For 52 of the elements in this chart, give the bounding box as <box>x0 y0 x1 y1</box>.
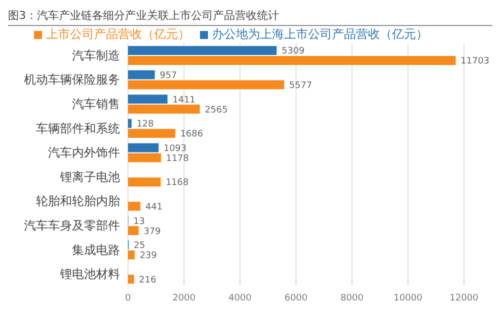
y-tick-label: 车辆部件和系统 <box>36 121 120 136</box>
bar <box>128 128 176 138</box>
data-label: 1178 <box>166 154 190 164</box>
bar <box>128 70 155 80</box>
bar <box>128 178 161 186</box>
data-label: 13 <box>133 216 145 227</box>
data-label: 25 <box>134 241 146 252</box>
bar <box>128 153 161 162</box>
y-tick-label: 汽车制造 <box>72 48 120 62</box>
bar <box>128 46 277 55</box>
y-tick-label: 汽车车身及零部件 <box>24 218 120 233</box>
x-tick-label: 4000 <box>228 293 252 304</box>
x-tick-label: 0 <box>125 293 132 304</box>
data-label: 957 <box>160 70 177 81</box>
y-tick-label: 轮胎和轮胎内胎 <box>36 194 120 208</box>
bar <box>128 80 284 90</box>
data-label: 1411 <box>172 95 196 106</box>
y-tick-label: 锂离子电池 <box>59 170 120 184</box>
data-label: 1686 <box>180 130 204 140</box>
y-tick-label: 汽车内外饰件 <box>48 146 120 160</box>
x-tick-label: 6000 <box>284 293 308 304</box>
bar <box>128 118 132 128</box>
bar <box>128 56 456 65</box>
bar <box>128 94 168 104</box>
bar <box>128 202 140 211</box>
data-label: 5577 <box>289 80 312 91</box>
data-label: 5309 <box>282 46 305 57</box>
chart-title: 图3：汽车产业链各细分产业关联上市公司产品营收统计 <box>8 8 492 26</box>
y-tick-label: 机动车辆保险服务 <box>24 72 120 87</box>
bar <box>128 104 200 114</box>
x-tick-label: 12000 <box>450 293 479 304</box>
data-label: 216 <box>139 275 156 286</box>
bar <box>128 274 134 284</box>
y-tick-label: 集成电路 <box>72 242 120 257</box>
data-label: 1093 <box>164 144 187 154</box>
legend-label: 上市公司产品营收（亿元） <box>46 27 190 41</box>
data-label: 379 <box>144 226 162 237</box>
x-tick-label: 10000 <box>394 293 423 304</box>
data-label: 2565 <box>204 105 228 116</box>
legend-label: 办公地为上海上市公司产品营收（亿元） <box>212 27 428 41</box>
bar <box>128 226 139 236</box>
data-label: 239 <box>140 251 158 262</box>
bar <box>128 250 135 260</box>
y-tick-label: 汽车销售 <box>72 97 120 112</box>
data-label: 1168 <box>166 178 189 188</box>
y-tick-label: 锂电池材料 <box>59 267 120 282</box>
data-label: 441 <box>145 202 163 212</box>
data-label: 11703 <box>460 56 490 67</box>
bar <box>128 143 159 152</box>
data-label: 128 <box>136 120 154 130</box>
x-tick-label: 8000 <box>340 293 364 304</box>
x-tick-label: 2000 <box>172 293 196 304</box>
